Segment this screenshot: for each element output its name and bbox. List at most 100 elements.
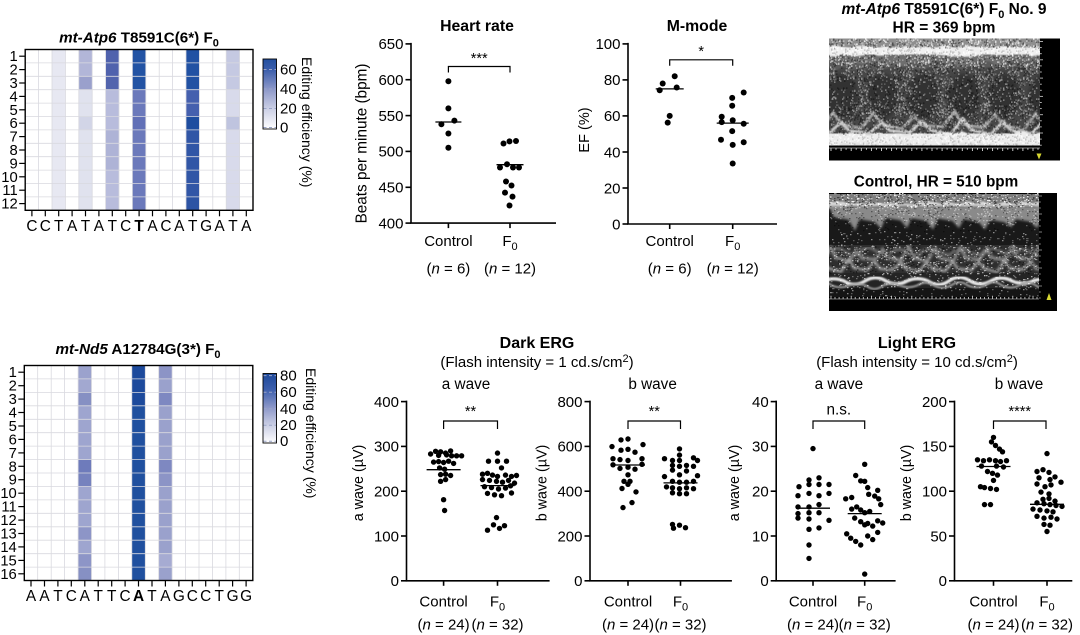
svg-text:5: 5 <box>9 103 17 119</box>
svg-text:500: 500 <box>378 144 403 161</box>
svg-text:15: 15 <box>0 553 16 569</box>
svg-text:0.8: 0.8 <box>988 154 997 160</box>
svg-text:0: 0 <box>280 433 288 450</box>
svg-text:(n = 32): (n = 32) <box>839 617 891 634</box>
svg-text:550: 550 <box>378 108 403 125</box>
svg-text:800: 800 <box>557 394 582 411</box>
svg-text:5: 5 <box>9 419 17 435</box>
svg-text:8: 8 <box>9 143 17 159</box>
svg-text:40: 40 <box>604 144 621 161</box>
svg-text:0.5: 0.5 <box>928 304 937 310</box>
svg-text:Control: Control <box>424 233 472 250</box>
svg-text:G: G <box>200 218 212 235</box>
svg-text:1: 1 <box>9 49 17 65</box>
svg-text:40: 40 <box>280 81 297 98</box>
svg-text:EF (%): EF (%) <box>577 107 593 152</box>
svg-text:9: 9 <box>9 156 17 172</box>
svg-text:Editing efficiency (%): Editing efficiency (%) <box>299 57 315 187</box>
svg-text:a wave (µV): a wave (µV) <box>351 445 367 522</box>
svg-text:0.6: 0.6 <box>948 154 957 160</box>
svg-text:60: 60 <box>604 108 621 125</box>
svg-text:0.4: 0.4 <box>908 304 917 310</box>
svg-text:Control: Control <box>789 594 837 611</box>
svg-text:(n = 6): (n = 6) <box>648 261 692 278</box>
svg-text:A: A <box>214 218 225 235</box>
svg-text:0.9: 0.9 <box>1009 154 1018 160</box>
svg-text:T: T <box>134 218 144 235</box>
svg-text:(n = 6): (n = 6) <box>427 261 471 278</box>
svg-text:C: C <box>200 588 211 605</box>
svg-text:(n = 24): (n = 24) <box>602 617 654 634</box>
svg-text:(Flash intensity = 10 cd.s/cm2: (Flash intensity = 10 cd.s/cm2) <box>816 353 1018 371</box>
svg-text:mt-Nd5 A12784G(3*) F0: mt-Nd5 A12784G(3*) F0 <box>55 341 220 361</box>
svg-text:(n = 32): (n = 32) <box>1021 617 1073 634</box>
svg-text:G: G <box>227 588 239 605</box>
svg-text:5.0: 5.0 <box>1044 224 1053 230</box>
svg-text:0.2: 0.2 <box>867 304 876 310</box>
svg-text:Control: Control <box>604 594 652 611</box>
svg-text:0: 0 <box>612 216 620 233</box>
svg-text:b wave: b wave <box>628 376 676 393</box>
svg-text:0.8: 0.8 <box>988 304 997 310</box>
svg-text:6: 6 <box>9 432 17 448</box>
svg-text:0.1: 0.1 <box>847 154 856 160</box>
svg-text:600: 600 <box>378 72 403 89</box>
svg-text:0.9: 0.9 <box>1009 304 1018 310</box>
svg-text:300: 300 <box>374 439 399 456</box>
svg-text:200: 200 <box>557 528 582 545</box>
svg-text:T: T <box>228 218 238 235</box>
svg-text:20: 20 <box>280 417 297 434</box>
svg-text:Control: Control <box>419 594 467 611</box>
svg-text:mt-Atp6 T8591C(6*) F0 No. 9: mt-Atp6 T8591C(6*) F0 No. 9 <box>841 1 1046 21</box>
svg-text:2: 2 <box>9 379 17 395</box>
svg-text:T: T <box>53 588 63 605</box>
svg-text:20: 20 <box>752 484 769 501</box>
svg-text:0.1: 0.1 <box>847 304 856 310</box>
svg-text:Control, HR = 510 bpm: Control, HR = 510 bpm <box>854 174 1018 191</box>
svg-text:200: 200 <box>922 394 947 411</box>
svg-text:0.4: 0.4 <box>908 154 917 160</box>
svg-text:C: C <box>26 218 37 235</box>
svg-text:150: 150 <box>922 439 947 456</box>
svg-text:40: 40 <box>752 394 769 411</box>
svg-text:A: A <box>94 218 105 235</box>
svg-text:C: C <box>120 218 131 235</box>
svg-text:(Flash intensity = 1 cd.s/cm2): (Flash intensity = 1 cd.s/cm2) <box>440 353 633 371</box>
svg-text:650: 650 <box>378 36 403 53</box>
svg-text:a wave (µV): a wave (µV) <box>727 445 743 522</box>
svg-text:Control: Control <box>646 233 694 250</box>
svg-text:400: 400 <box>374 394 399 411</box>
svg-text:A: A <box>67 218 78 235</box>
svg-text:Heart rate: Heart rate <box>440 18 514 35</box>
svg-text:A: A <box>39 588 50 605</box>
svg-text:600: 600 <box>557 439 582 456</box>
svg-text:200: 200 <box>374 484 399 501</box>
svg-text:0: 0 <box>831 304 835 310</box>
svg-text:T: T <box>93 588 103 605</box>
svg-text:A: A <box>241 218 252 235</box>
svg-text:***: *** <box>471 51 488 67</box>
svg-text:100: 100 <box>374 528 399 545</box>
svg-text:Dark ERG: Dark ERG <box>500 335 575 352</box>
svg-text:80: 80 <box>604 72 621 89</box>
svg-text:4: 4 <box>9 89 17 105</box>
svg-text:****: **** <box>1008 404 1031 420</box>
svg-text:7: 7 <box>9 130 17 146</box>
svg-text:(n = 12): (n = 12) <box>707 261 759 278</box>
svg-text:80: 80 <box>280 368 297 385</box>
svg-text:Light ERG: Light ERG <box>878 335 956 352</box>
svg-text:b wave (µV): b wave (µV) <box>899 445 915 522</box>
svg-text:*: * <box>698 44 704 60</box>
svg-text:C: C <box>66 588 77 605</box>
svg-text:a wave: a wave <box>442 376 490 393</box>
svg-text:0: 0 <box>760 573 768 590</box>
svg-text:C: C <box>187 588 198 605</box>
svg-text:T: T <box>188 218 198 235</box>
svg-text:mt-Atp6 T8591C(6*) F0: mt-Atp6 T8591C(6*) F0 <box>59 30 219 50</box>
svg-text:0: 0 <box>280 120 288 137</box>
svg-text:2: 2 <box>9 63 17 79</box>
svg-text:0.3: 0.3 <box>887 154 896 160</box>
svg-text:3: 3 <box>9 76 17 92</box>
svg-text:10.0: 10.0 <box>1042 288 1054 294</box>
svg-text:0.5: 0.5 <box>928 154 937 160</box>
